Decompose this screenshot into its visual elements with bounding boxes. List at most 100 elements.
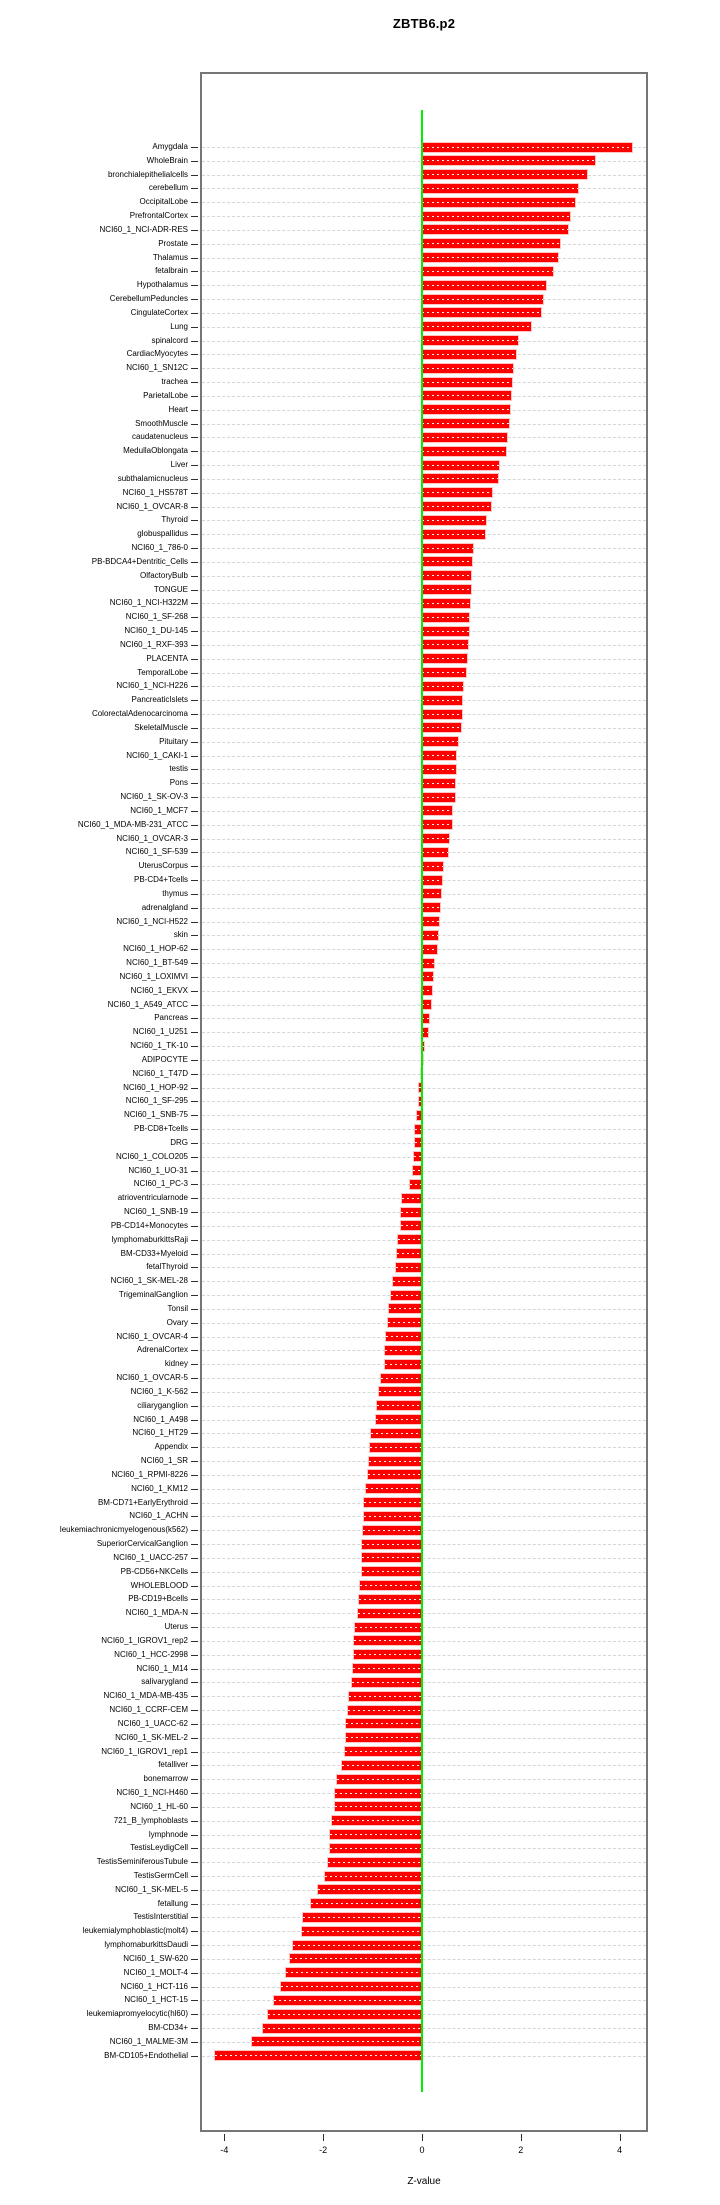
gridline xyxy=(202,1405,646,1407)
y-tick xyxy=(191,907,198,909)
y-tick xyxy=(191,368,198,370)
bar xyxy=(422,571,472,581)
gridline xyxy=(202,1779,646,1781)
y-axis-label: NCI60_1_OVCAR-8 xyxy=(116,501,188,511)
y-axis-label: BM-CD71+EarlyErythroid xyxy=(97,1497,188,1507)
bar xyxy=(422,709,462,719)
bar xyxy=(422,253,558,263)
y-axis-label: PB-BDCA4+Dentritic_Cells xyxy=(91,556,188,566)
y-tick xyxy=(191,1156,198,1158)
y-axis-label: NCI60_1_SF-539 xyxy=(125,847,188,857)
bar xyxy=(378,1387,422,1397)
y-tick xyxy=(191,326,198,328)
y-axis-ticks xyxy=(191,74,200,2130)
y-tick xyxy=(191,188,198,190)
gridline xyxy=(202,1295,646,1297)
y-tick xyxy=(191,1101,198,1103)
x-tick xyxy=(224,2134,226,2141)
y-tick xyxy=(191,1059,198,1061)
y-tick xyxy=(191,2028,198,2030)
y-tick xyxy=(191,1364,198,1366)
gridline xyxy=(202,2055,646,2057)
y-tick xyxy=(191,1876,198,1877)
y-axis-label: NCI60_1_BT-549 xyxy=(126,958,188,968)
y-tick xyxy=(191,2000,198,2002)
bar xyxy=(422,944,437,954)
y-tick xyxy=(191,423,198,425)
y-tick xyxy=(191,1751,198,1753)
y-tick xyxy=(191,810,198,812)
y-tick xyxy=(191,1170,198,1172)
x-tick xyxy=(422,2134,423,2141)
y-axis-label: ColorectalAdenocarcinoma xyxy=(91,709,188,719)
gridline xyxy=(202,1696,646,1698)
bar xyxy=(377,1401,422,1411)
y-axis-label: PLACENTA xyxy=(146,653,188,663)
y-axis-label: NCI60_1_OVCAR-5 xyxy=(116,1373,188,1383)
y-tick xyxy=(191,575,198,577)
y-axis-label: fetalbrain xyxy=(155,266,188,276)
y-tick xyxy=(191,589,198,591)
gridline xyxy=(202,1502,646,1504)
y-axis-label: WholeBrain xyxy=(146,155,188,165)
y-tick xyxy=(191,451,198,453)
y-axis-label: NCI60_1_SF-295 xyxy=(125,1096,188,1106)
y-tick xyxy=(191,783,198,785)
bar xyxy=(413,1166,422,1176)
gridline xyxy=(202,1281,646,1283)
gridline xyxy=(202,1876,646,1877)
bar xyxy=(422,405,510,415)
bar xyxy=(385,1345,422,1355)
y-tick xyxy=(191,1613,198,1615)
bar xyxy=(422,986,432,996)
y-tick xyxy=(191,1571,198,1573)
y-axis-label: lymphomaburkittsRaji xyxy=(111,1234,188,1244)
y-axis-label: PancreaticIslets xyxy=(131,695,188,705)
y-axis-label: NCI60_1_SK-OV-3 xyxy=(120,792,188,802)
bar xyxy=(281,1982,422,1992)
bar xyxy=(422,446,506,456)
x-tick-label: 2 xyxy=(518,2145,524,2155)
bar xyxy=(292,1940,422,1950)
gridline xyxy=(202,1889,646,1891)
y-axis-label: PB-CD8+Tcells xyxy=(133,1124,188,1134)
y-axis-label: CerebellumPeduncles xyxy=(109,294,188,304)
bar xyxy=(422,723,461,733)
y-axis-label: kidney xyxy=(164,1359,188,1369)
y-axis-label: bonemarrow xyxy=(143,1774,188,1784)
y-tick xyxy=(191,1198,198,1200)
y-axis-label: NCI60_1_A549_ATCC xyxy=(107,999,188,1009)
y-axis-label: NCI60_1_CAKI-1 xyxy=(126,750,188,760)
y-axis-label: Thalamus xyxy=(152,252,188,262)
y-axis-label: NCI60_1_MDA-MB-231_ATCC xyxy=(77,819,188,829)
y-tick xyxy=(191,1779,198,1781)
y-axis-label: NCI60_1_HS578T xyxy=(122,487,188,497)
bar xyxy=(364,1498,422,1508)
y-axis-label: NCI60_1_MDA-N xyxy=(125,1608,188,1618)
bar xyxy=(364,1511,422,1521)
bar xyxy=(422,170,588,180)
gridline xyxy=(202,1585,646,1587)
bar xyxy=(422,930,438,940)
gridline xyxy=(202,2028,646,2030)
y-axis-label: NCI60_1_HCT-15 xyxy=(124,1995,188,2005)
bar xyxy=(422,391,511,401)
bar xyxy=(422,640,468,650)
bar xyxy=(335,1788,422,1798)
bar xyxy=(422,1027,429,1037)
bar xyxy=(422,363,514,373)
y-tick xyxy=(191,1018,198,1020)
bar xyxy=(422,432,508,442)
y-axis-label: NCI60_1_OVCAR-4 xyxy=(116,1331,188,1341)
y-tick xyxy=(191,1391,198,1393)
y-axis-label: NCI60_1_ACHN xyxy=(129,1511,188,1521)
bar xyxy=(368,1456,422,1466)
gridline xyxy=(202,1557,646,1559)
y-axis-label: DRG xyxy=(170,1137,188,1147)
y-axis-label: NCI60_1_HOP-62 xyxy=(123,944,188,954)
y-tick xyxy=(191,1723,198,1725)
bar xyxy=(252,2037,422,2047)
y-axis-label: fetalliver xyxy=(158,1760,188,1770)
y-tick xyxy=(191,1488,198,1490)
gridline xyxy=(202,1350,646,1352)
